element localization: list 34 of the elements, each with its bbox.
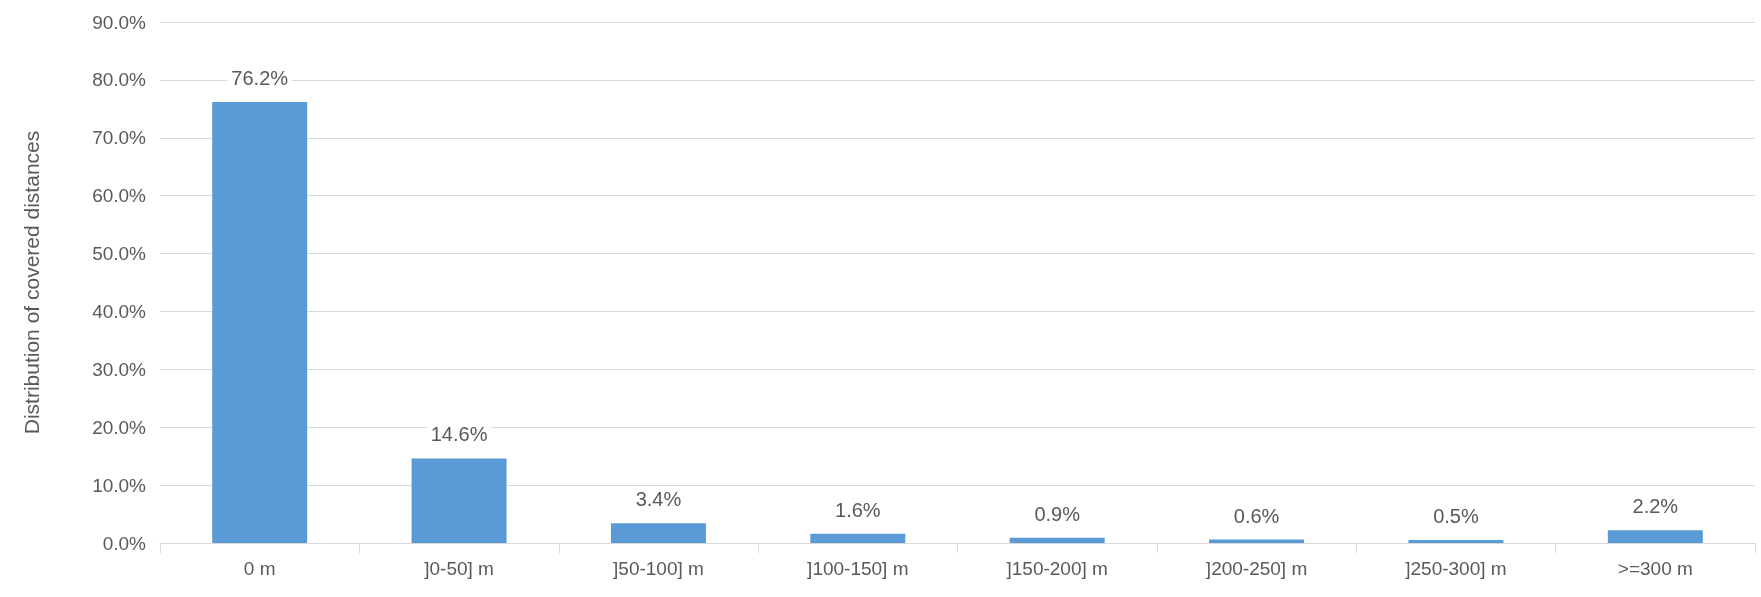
- y-tick-label: 10.0%: [92, 474, 147, 496]
- bar: [212, 101, 308, 543]
- y-tick-label: 40.0%: [92, 300, 147, 322]
- data-label: 0.5%: [1433, 505, 1479, 528]
- y-tick-label: 70.0%: [92, 127, 147, 149]
- x-tick-label: ]100-150] m: [807, 558, 909, 579]
- x-tick-label: 0 m: [243, 558, 276, 579]
- x-tick-label: ]250-300] m: [1405, 558, 1507, 579]
- x-tick-label: ]50-100] m: [613, 558, 704, 579]
- y-tick-label: 80.0%: [92, 69, 147, 91]
- data-label: 0.9%: [1034, 502, 1081, 525]
- data-label: 0.6%: [1233, 504, 1280, 527]
- data-label: 1.6%: [835, 498, 881, 521]
- x-tick-label: ]200-250] m: [1205, 558, 1308, 579]
- bar: [610, 523, 706, 543]
- x-tick-label: ]0-50] m: [424, 558, 494, 579]
- y-tick-label: 50.0%: [92, 243, 147, 265]
- bar: [1408, 540, 1504, 543]
- data-label: 2.2%: [1632, 495, 1679, 518]
- bar: [411, 458, 507, 543]
- y-tick-label: 20.0%: [92, 416, 147, 438]
- data-label: 14.6%: [430, 423, 488, 446]
- x-tick-label: ]150-200] m: [1006, 558, 1108, 579]
- y-tick-label: 30.0%: [92, 358, 147, 380]
- y-tick-label: 60.0%: [92, 185, 147, 207]
- y-axis-title: Distribution of covered distances: [20, 130, 43, 435]
- x-tick-label: >=300 m: [1617, 558, 1693, 579]
- y-tick-label: 0.0%: [102, 532, 147, 554]
- bar: [810, 533, 906, 543]
- y-tick-label: 90.0%: [92, 11, 147, 33]
- data-label: 76.2%: [231, 66, 289, 89]
- bar: [1009, 537, 1105, 543]
- bar: [1607, 530, 1703, 543]
- data-label: 3.4%: [635, 488, 682, 511]
